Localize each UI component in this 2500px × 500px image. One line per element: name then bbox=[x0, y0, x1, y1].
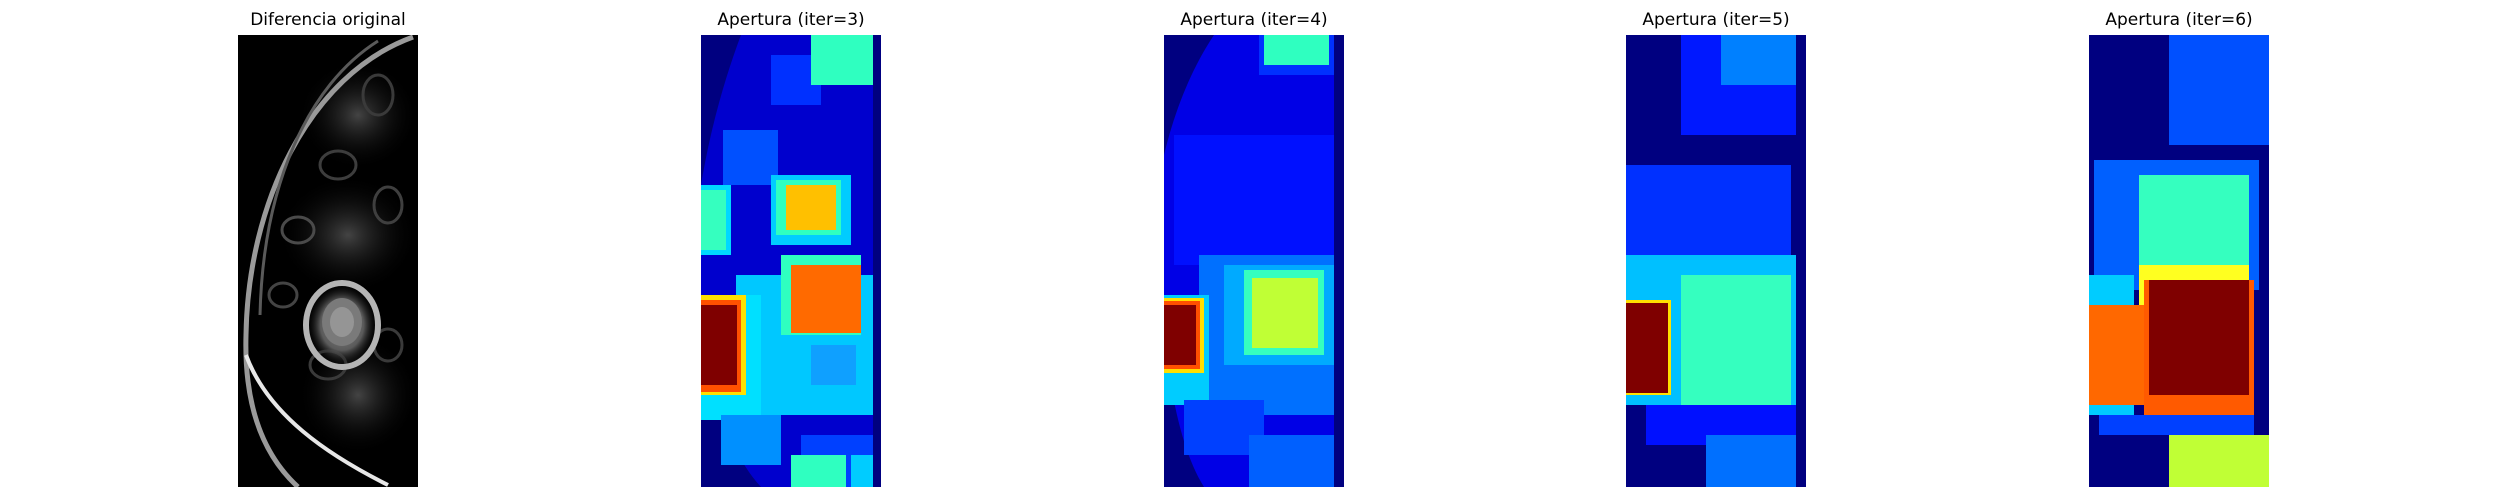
panel-original: Diferencia original bbox=[178, 0, 478, 500]
panel-title: Apertura (iter=4) bbox=[1180, 10, 1328, 30]
opening-iter-5-image bbox=[1626, 35, 1806, 487]
original-difference-image bbox=[238, 35, 418, 487]
panel-title: Apertura (iter=5) bbox=[1642, 10, 1790, 30]
opening-iter-6-image bbox=[2089, 35, 2269, 487]
panel-iter-3: Apertura (iter=3) bbox=[641, 0, 941, 500]
panel-iter-4: Apertura (iter=4) bbox=[1104, 0, 1404, 500]
panel-title: Apertura (iter=6) bbox=[2105, 10, 2253, 30]
panel-iter-5: Apertura (iter=5) bbox=[1566, 0, 1866, 500]
panel-title: Apertura (iter=3) bbox=[717, 10, 865, 30]
panel-title: Diferencia original bbox=[250, 10, 406, 30]
opening-iter-3-image bbox=[701, 35, 881, 487]
opening-iter-4-image bbox=[1164, 35, 1344, 487]
panel-iter-6: Apertura (iter=6) bbox=[2029, 0, 2329, 500]
